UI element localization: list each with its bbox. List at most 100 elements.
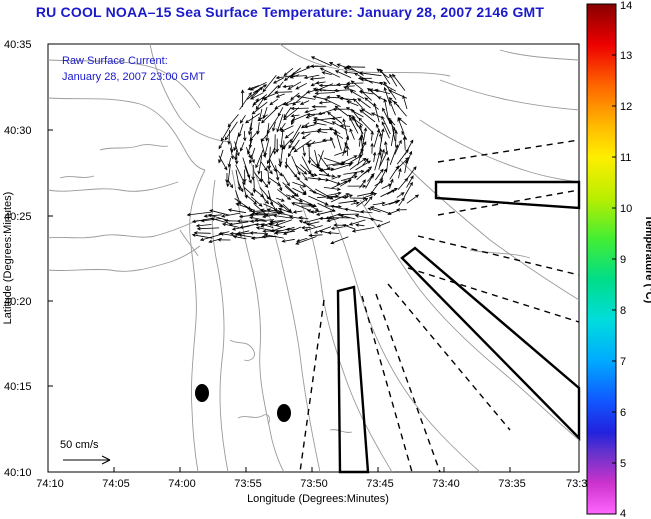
current-vector <box>221 222 240 228</box>
current-vector <box>301 225 312 230</box>
current-vector <box>244 187 254 196</box>
current-vector <box>349 128 355 140</box>
current-vector <box>251 101 268 115</box>
current-vector <box>301 172 308 182</box>
current-vector <box>227 130 231 146</box>
colorbar-tick-label: 4 <box>620 508 626 519</box>
current-vector <box>216 238 231 242</box>
y-tick-label: 40:25 <box>4 211 32 223</box>
current-vector <box>389 178 394 189</box>
transect-polygons <box>336 180 581 474</box>
current-vector <box>209 209 230 216</box>
current-vector <box>210 217 233 225</box>
current-vector <box>274 90 293 95</box>
current-vector <box>333 88 350 93</box>
current-vector <box>379 128 385 150</box>
current-vector <box>262 75 277 93</box>
current-vector <box>275 138 279 153</box>
current-vector <box>376 221 391 228</box>
current-vector <box>186 211 212 217</box>
current-vector <box>280 125 294 132</box>
current-vector <box>365 174 374 189</box>
current-vector <box>379 81 397 92</box>
current-vector <box>349 157 367 170</box>
current-vector <box>313 226 332 234</box>
current-vector <box>342 224 356 230</box>
current-vector <box>357 147 364 166</box>
current-vector <box>386 156 390 173</box>
current-vector <box>326 218 339 223</box>
current-vector <box>282 140 286 150</box>
y-tick-label: 40:35 <box>4 39 32 51</box>
current-vector <box>302 145 306 157</box>
x-axis-label: Longitude (Degrees:Minutes) <box>247 493 389 505</box>
colorbar-tick-label: 10 <box>620 203 632 215</box>
current-vector <box>277 189 292 200</box>
x-tick-label: 73:50 <box>300 478 328 490</box>
current-vector <box>301 133 311 140</box>
current-vector <box>402 135 407 150</box>
current-vector <box>307 145 312 165</box>
polygon-southeast <box>400 246 581 441</box>
current-vector <box>347 184 367 188</box>
colorbar-ticks <box>612 3 616 464</box>
current-vector <box>349 90 365 100</box>
current-vector <box>285 194 296 199</box>
current-vector <box>232 235 247 240</box>
bathymetry-contours <box>47 43 580 473</box>
current-vector <box>277 81 284 89</box>
current-vector <box>227 208 247 214</box>
current-vector <box>287 146 295 158</box>
current-vector <box>219 232 238 237</box>
current-vector <box>369 88 380 92</box>
current-vector <box>359 109 376 123</box>
current-vector <box>290 124 302 144</box>
current-vector <box>381 168 387 179</box>
current-vector <box>313 117 334 125</box>
current-vector <box>306 112 326 117</box>
current-vector <box>393 100 407 117</box>
current-vector <box>398 197 405 207</box>
current-vector <box>303 225 323 232</box>
current-vector <box>370 130 374 141</box>
current-vector <box>336 82 351 87</box>
current-vector <box>284 101 301 107</box>
current-vector <box>373 128 381 148</box>
current-vector <box>298 220 316 227</box>
current-vector <box>245 147 252 159</box>
current-vector <box>339 179 352 187</box>
colorbar-tick-label: 14 <box>620 0 632 12</box>
current-vector <box>318 83 341 88</box>
current-vector <box>362 127 367 147</box>
current-vector <box>303 74 320 80</box>
y-tick-label: 40:20 <box>4 296 32 308</box>
colorbar-tick-label: 9 <box>620 254 626 266</box>
current-vector <box>334 70 352 79</box>
current-vector <box>381 121 390 139</box>
current-vector <box>290 106 309 111</box>
current-vector <box>347 114 364 126</box>
current-vector <box>278 158 282 168</box>
current-vector <box>239 91 252 110</box>
current-vector <box>262 214 274 219</box>
current-vector <box>319 67 341 78</box>
current-vector <box>235 154 239 165</box>
current-vector <box>310 56 332 67</box>
current-vector <box>358 71 382 77</box>
current-vector <box>261 107 278 124</box>
current-vector <box>260 223 274 228</box>
current-vector <box>243 169 247 183</box>
current-vector <box>291 202 311 211</box>
current-vector <box>237 180 244 193</box>
current-vector <box>364 97 379 110</box>
current-vector <box>330 204 348 211</box>
current-vector <box>389 165 400 180</box>
current-vector <box>230 147 234 160</box>
current-vector <box>364 195 373 207</box>
current-vector <box>292 210 303 214</box>
current-vector <box>370 177 384 195</box>
current-vector <box>239 114 246 124</box>
current-vector <box>332 107 348 111</box>
current-vector <box>346 81 364 86</box>
